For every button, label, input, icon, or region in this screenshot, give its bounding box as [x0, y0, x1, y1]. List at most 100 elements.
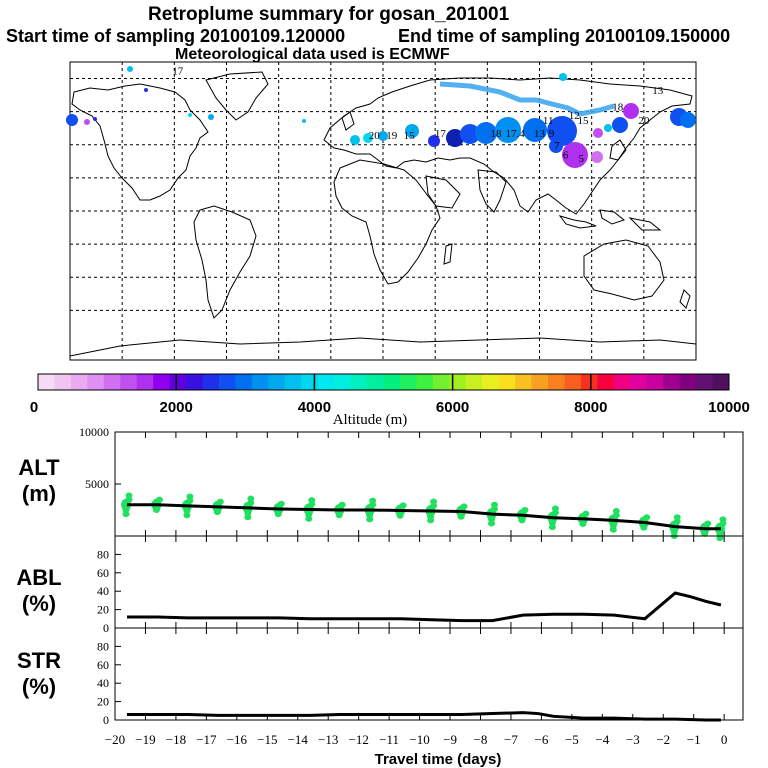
chart-title: Retroplume summary for gosan_201001: [148, 4, 510, 25]
alt-label-line1: ALT: [18, 455, 60, 480]
map-bubble-label: 5: [578, 153, 584, 165]
map-bubble-label: 12: [569, 110, 580, 122]
bubble: [84, 119, 90, 125]
colorbar-swatch: [531, 374, 549, 390]
altitude-point: [308, 497, 316, 504]
bubble: [66, 114, 78, 126]
x-tick-label: −4: [595, 732, 609, 747]
colorbar-swatch: [169, 374, 187, 390]
colorbar-swatch: [284, 374, 302, 390]
map-bubble-label: 17: [172, 65, 184, 77]
y-tick-label: 0: [103, 621, 109, 635]
abl-label-line1: ABL: [16, 565, 62, 590]
str-label-line2: (%): [21, 674, 57, 699]
trajectory-band: [439, 81, 615, 117]
colorbar-swatch: [153, 374, 171, 390]
abl-label-line2: (%): [21, 591, 57, 616]
colorbar-frame: [37, 373, 730, 391]
altitude-point: [244, 514, 252, 521]
colorbar-swatch: [663, 374, 681, 390]
bubble: [612, 117, 628, 133]
altitude-point: [186, 497, 194, 504]
altitude-point: [670, 528, 678, 535]
altitude-point: [430, 498, 438, 505]
bubble: [350, 135, 360, 145]
y-tick-label: 80: [97, 639, 109, 653]
altitude-point: [582, 510, 590, 517]
colorbar-swatch: [301, 374, 319, 390]
bubble: [93, 117, 97, 121]
x-tick-label: −8: [474, 732, 488, 747]
altitude-point: [719, 516, 727, 523]
colorbar-swatch: [597, 374, 615, 390]
bubble: [446, 129, 464, 147]
altitude-point: [305, 515, 313, 522]
altitude-point: [125, 492, 133, 499]
colorbar-swatch: [630, 374, 648, 390]
altitude-point: [548, 520, 556, 526]
x-tick-label: −20: [105, 732, 125, 747]
x-tick-label: −12: [348, 732, 368, 747]
met-data-label: Meteorological data used is ECMWF: [175, 46, 450, 63]
altitude-point: [366, 512, 374, 519]
x-tick-label: −15: [257, 732, 277, 747]
coastlines: [69, 71, 697, 357]
series-line: [127, 503, 721, 531]
bubble: [562, 142, 588, 168]
altitude-point: [244, 510, 252, 517]
bubble: [475, 122, 497, 144]
colorbar-swatch: [54, 374, 72, 390]
bubble: [623, 103, 639, 119]
map-bubble-label: 9: [549, 128, 555, 140]
altitude-point: [609, 526, 617, 533]
colorbar-tick-label: 6000: [436, 399, 469, 416]
altitude-point: [125, 496, 133, 503]
x-tick-label: −7: [504, 732, 518, 747]
altitude-point: [213, 509, 221, 516]
y-tick-label: 60: [97, 658, 109, 672]
y-tick-label: 20: [97, 695, 109, 709]
colorbar-swatch: [646, 374, 664, 390]
altitude-point: [673, 518, 681, 525]
altitude-point: [152, 507, 160, 513]
bubble: [208, 114, 214, 120]
y-tick-label: 5000: [85, 477, 109, 491]
altitude-point: [305, 511, 313, 518]
altitude-point: [673, 514, 681, 521]
str-axis-label: STR (%): [4, 648, 74, 700]
colorbar-swatch: [515, 374, 533, 390]
colorbar-swatch: [498, 374, 516, 390]
colorbar-tick-label: 4000: [298, 399, 331, 416]
map-bubble-label: 18: [491, 128, 503, 140]
altitude-point: [579, 521, 587, 528]
altitude-point: [277, 500, 285, 507]
altitude-point: [335, 512, 343, 519]
bubble: [680, 112, 696, 128]
altitude-point: [216, 498, 224, 505]
colorbar-swatch: [38, 374, 55, 390]
x-tick-label: −17: [196, 732, 217, 747]
y-tick-label: 80: [97, 547, 109, 561]
colorbar-label: Altitude (m): [333, 412, 408, 428]
map-bubble-label: 6: [563, 150, 569, 162]
x-tick-label: −18: [166, 732, 186, 747]
x-tick-label: −14: [288, 732, 309, 747]
altitude-point: [122, 511, 130, 518]
altitude-point: [487, 520, 495, 527]
bubble: [144, 88, 148, 92]
x-tick-label: −3: [626, 732, 640, 747]
altitude-point: [186, 493, 194, 500]
altitude-point: [457, 513, 465, 520]
altitude-point: [640, 524, 648, 531]
colorbar-swatch: [383, 374, 401, 390]
altitude-point: [521, 507, 529, 513]
map-bubble-label: 7: [554, 140, 560, 152]
bubble: [363, 133, 373, 143]
map-bubble-label: 19: [386, 130, 398, 142]
colorbar-swatch: [679, 374, 697, 390]
series-line: [127, 711, 721, 722]
y-tick-label: 20: [97, 603, 109, 617]
altitude-point: [704, 520, 712, 527]
altitude-point: [551, 505, 559, 512]
